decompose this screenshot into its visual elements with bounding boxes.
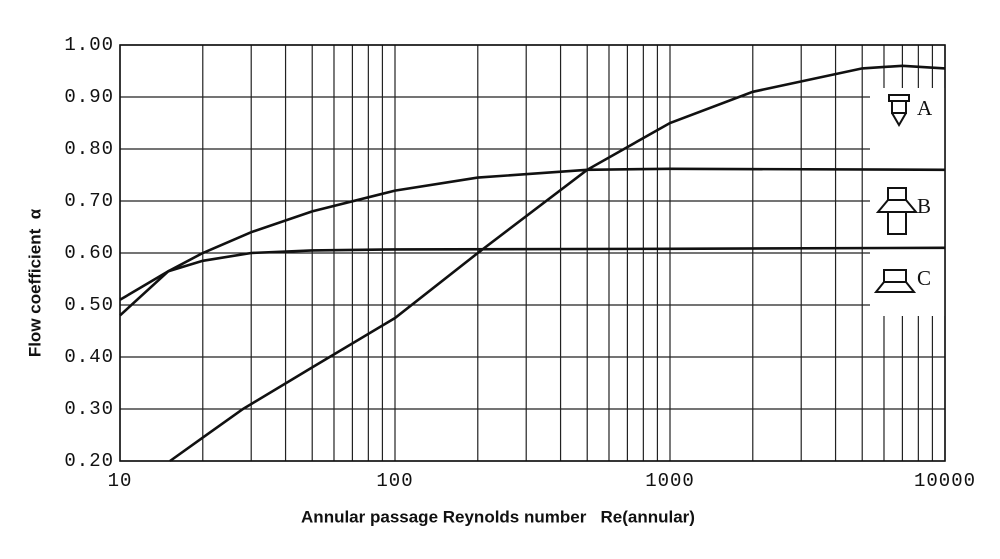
y-axis-title: Flow coefficient α (25, 208, 44, 357)
x-tick-label: 100 (376, 470, 413, 492)
curve (119, 246, 946, 301)
y-tick-label: 0.90 (64, 86, 114, 108)
legend-icon-a (888, 94, 910, 127)
legend-label: B (917, 194, 931, 218)
x-tick-label: 10 (108, 470, 133, 492)
legend-label: C (917, 266, 931, 290)
y-tick-label: 0.50 (64, 294, 114, 316)
x-axis-title: Annular passage Reynolds number Re(annul… (301, 507, 695, 526)
x-tick-label: 10000 (914, 470, 976, 492)
y-tick-label: 0.70 (64, 190, 114, 212)
grid (119, 44, 946, 462)
y-tick-label: 0.80 (64, 138, 114, 160)
curves (119, 64, 946, 463)
y-tick-label: 1.00 (64, 34, 114, 56)
y-tick-label: 0.40 (64, 346, 114, 368)
legend-icon-b (875, 187, 919, 235)
legend-icon-c (873, 269, 917, 293)
y-tick-label: 0.30 (64, 398, 114, 420)
legend-label: A (917, 96, 933, 120)
curve (119, 167, 946, 317)
plot-frame (119, 44, 946, 462)
x-tick-label: 1000 (645, 470, 695, 492)
y-tick-label: 0.20 (64, 450, 114, 472)
curve (169, 64, 946, 463)
y-tick-label: 0.60 (64, 242, 114, 264)
